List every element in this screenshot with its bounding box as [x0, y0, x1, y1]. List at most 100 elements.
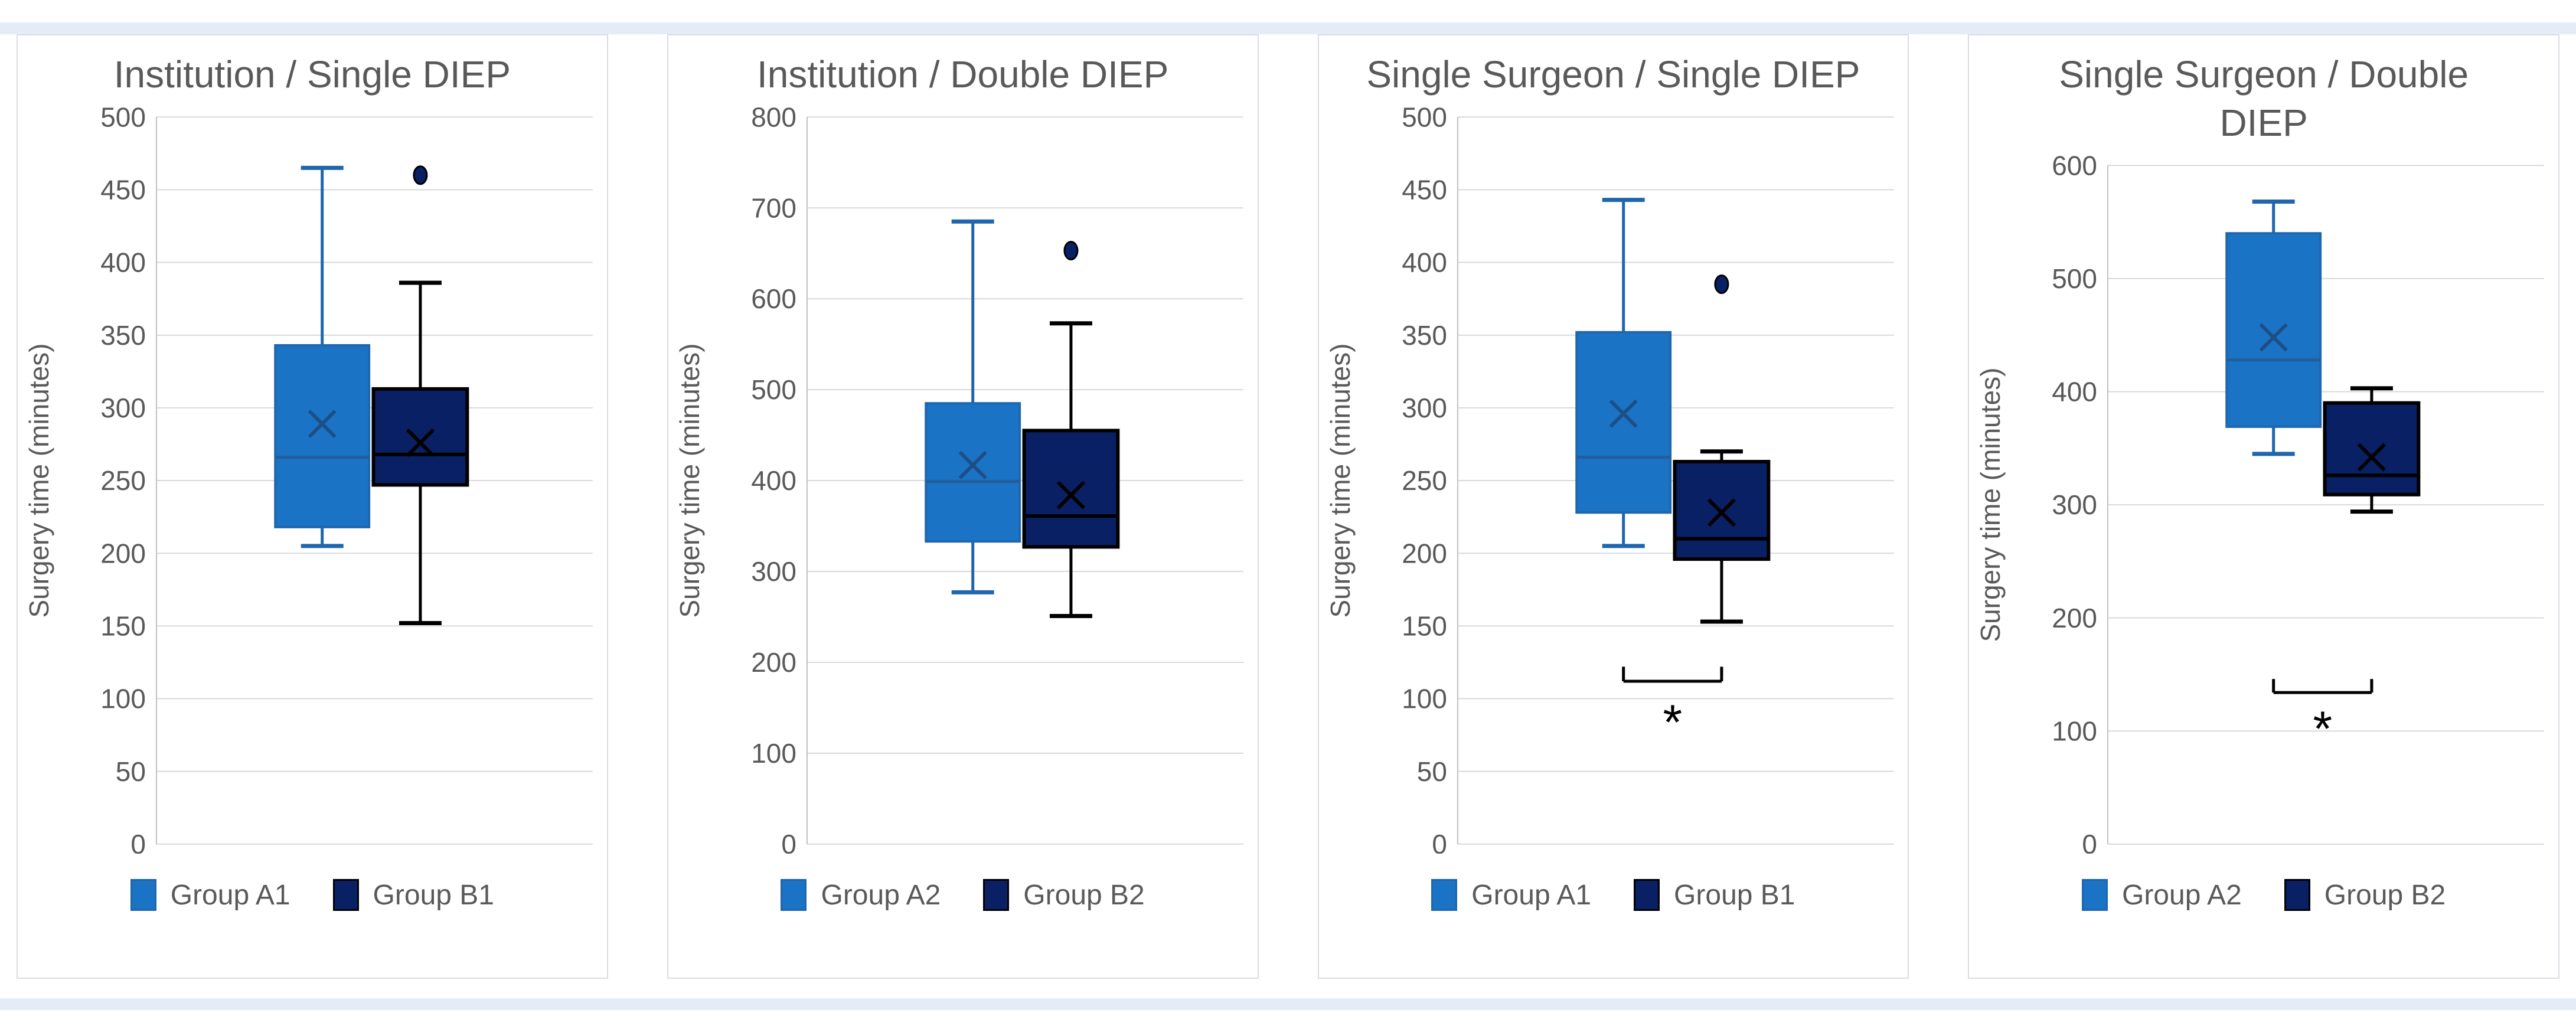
mean-marker-group-b1 — [1707, 498, 1736, 527]
y-tick-label: 250 — [100, 465, 146, 496]
legend-item-group-a2: Group A2 — [781, 879, 941, 911]
chart-panels-row: Institution / Single DIEP 0 50 100 150 200 25… — [17, 34, 2559, 979]
mean-marker-group-a2 — [958, 450, 987, 479]
top-strip — [0, 22, 2576, 34]
legend: Group A2 Group B2 — [668, 854, 1258, 936]
box-group-a2 — [925, 402, 1021, 543]
legend: Group A2 Group B2 — [1969, 854, 2558, 936]
chart-title: Single Surgeon / Single DIEP — [1366, 53, 1860, 96]
legend-item-group-b2: Group B2 — [983, 879, 1145, 911]
box-group-a1 — [274, 344, 371, 528]
bottom-strip — [0, 998, 2576, 1010]
y-tick-label: 0 — [1432, 829, 1447, 854]
chart-panel-single-surgeon-double-diep: Single Surgeon / Double DIEP 0 100 200 300 4… — [1968, 34, 2559, 979]
legend-label: Group B1 — [1674, 879, 1795, 911]
y-tick-label: 500 — [1402, 107, 1447, 132]
boxplot-svg: 0 100 200 300 400 500 600 700 800 Surgery time (m… — [674, 107, 1243, 854]
legend-item-group-b1: Group B1 — [1634, 879, 1795, 911]
box-group-b1 — [371, 387, 469, 487]
y-tick-label: 150 — [100, 610, 146, 641]
page-bottom-margin — [0, 979, 2576, 998]
box-group-b2 — [1022, 429, 1120, 549]
significance-asterisk: * — [1663, 694, 1682, 750]
y-tick-label: 600 — [751, 283, 796, 314]
y-tick-label: 350 — [100, 320, 146, 351]
mean-marker-group-b2 — [2358, 443, 2386, 472]
legend-item-group-a1: Group A1 — [1431, 879, 1591, 911]
legend: Group A1 Group B1 — [1319, 854, 1908, 936]
mean-marker-group-a1 — [1609, 399, 1638, 428]
y-tick-label: 100 — [100, 684, 146, 714]
y-tick-label: 300 — [2052, 489, 2097, 520]
y-tick-label: 200 — [751, 647, 796, 678]
mean-marker-group-b2 — [1056, 481, 1085, 509]
legend-swatch — [332, 879, 359, 911]
boxplot-svg: 0 50 100 150 200 250 300 350 400 450 500 Surgery ti… — [1324, 107, 1894, 854]
mean-marker-group-a1 — [308, 409, 337, 438]
boxplot-area: 0 50 100 150 200 250 300 350 400 450 500 Surgery ti… — [18, 107, 607, 854]
y-tick-label: 400 — [751, 465, 796, 496]
y-tick-label: 300 — [751, 556, 796, 587]
chart-title: Institution / Single DIEP — [113, 53, 511, 96]
chart-title: Institution / Double DIEP — [757, 53, 1169, 96]
y-tick-label: 100 — [1402, 684, 1447, 714]
y-tick-label: 450 — [100, 174, 146, 205]
legend-swatch — [781, 879, 807, 911]
y-tick-label: 500 — [751, 374, 796, 405]
legend-label: Group A2 — [821, 879, 941, 911]
y-tick-label: 200 — [100, 538, 146, 568]
y-axis-title: Surgery time (minutes) — [1324, 343, 1355, 617]
outlier-dot-group-b2 — [1063, 240, 1079, 260]
legend-label: Group A1 — [1471, 879, 1592, 911]
y-tick-label: 300 — [100, 393, 146, 423]
legend-swatch — [2081, 879, 2108, 911]
legend-item-group-a1: Group A1 — [130, 879, 290, 911]
legend-label: Group B2 — [2324, 879, 2446, 911]
y-tick-label: 0 — [781, 829, 796, 854]
y-tick-label: 50 — [116, 756, 146, 787]
y-tick-label: 400 — [1402, 247, 1447, 278]
legend-swatch — [1634, 879, 1660, 911]
y-tick-label: 400 — [2052, 376, 2097, 407]
y-tick-label: 300 — [1402, 393, 1447, 423]
y-axis-title: Surgery time (minutes) — [1975, 367, 2006, 642]
mean-marker-group-b1 — [406, 428, 435, 458]
y-tick-label: 250 — [1402, 465, 1447, 496]
y-tick-label: 800 — [751, 107, 796, 132]
page-top-margin — [0, 0, 2576, 22]
y-tick-label: 150 — [1402, 610, 1447, 641]
legend-label: Group B2 — [1023, 879, 1145, 911]
significance-asterisk: * — [2313, 701, 2333, 756]
y-tick-label: 0 — [130, 829, 146, 854]
legend: Group A1 Group B1 — [18, 854, 607, 936]
legend-swatch — [983, 879, 1010, 911]
y-tick-label: 50 — [1416, 756, 1447, 787]
y-tick-label: 100 — [751, 738, 796, 769]
y-tick-label: 200 — [1402, 538, 1447, 568]
outlier-dot-group-b1 — [413, 165, 428, 185]
legend-item-group-a2: Group A2 — [2081, 879, 2242, 911]
chart-panel-institution-single-diep: Institution / Single DIEP 0 50 100 150 200 25… — [17, 34, 608, 979]
box-group-b2 — [2323, 401, 2421, 496]
y-tick-label: 500 — [100, 107, 146, 132]
legend-label: Group B1 — [373, 879, 494, 911]
y-tick-label: 100 — [2052, 715, 2097, 746]
boxplot-area: 0 100 200 300 400 500 600 Surgery time (minutes… — [1969, 156, 2558, 854]
legend-swatch — [1431, 879, 1458, 911]
box-group-a2 — [2225, 232, 2322, 428]
y-tick-label: 200 — [2052, 603, 2097, 633]
y-tick-label: 350 — [1402, 320, 1447, 351]
mean-marker-group-a2 — [2259, 323, 2288, 352]
y-axis-title: Surgery time (minutes) — [24, 343, 54, 617]
legend-swatch — [2284, 879, 2310, 911]
chart-panel-single-surgeon-single-diep: Single Surgeon / Single DIEP 0 50 100 150 20… — [1317, 34, 1909, 979]
outlier-dot-group-b1 — [1713, 274, 1729, 294]
y-tick-label: 700 — [751, 192, 796, 223]
boxplot-svg: 0 100 200 300 400 500 600 Surgery time (minutes… — [1975, 156, 2545, 854]
y-tick-label: 0 — [2082, 829, 2098, 854]
boxplot-svg: 0 50 100 150 200 250 300 350 400 450 500 Surgery ti… — [24, 107, 593, 854]
legend-item-group-b2: Group B2 — [2284, 879, 2446, 911]
boxplot-area: 0 100 200 300 400 500 600 700 800 Surgery time (m… — [668, 107, 1258, 854]
y-tick-label: 400 — [100, 247, 146, 278]
legend-label: Group A1 — [170, 879, 290, 911]
